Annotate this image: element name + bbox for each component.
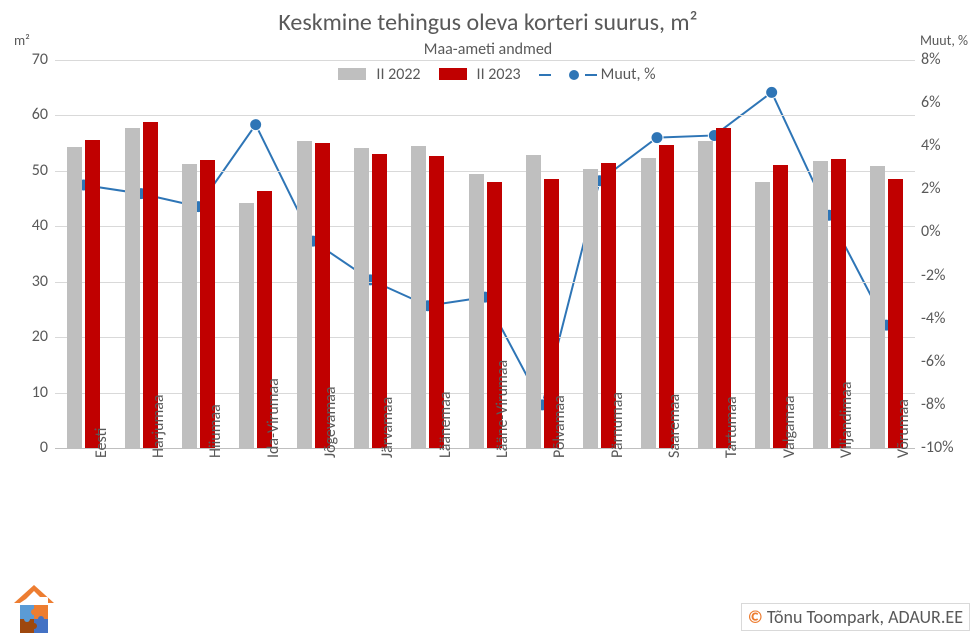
bar-II-2022 (297, 141, 312, 448)
bar-II-2022 (469, 174, 484, 448)
x-tick-label: Viljandimaa (837, 381, 856, 458)
bar-II-2022 (526, 155, 541, 448)
x-tick-label: Ida-Virumaa (264, 378, 283, 458)
y1-tick-label: 60 (8, 105, 48, 124)
bar-II-2022 (698, 141, 713, 448)
y1-tick-label: 20 (8, 327, 48, 346)
bar-II-2022 (583, 169, 598, 448)
bar-II-2022 (870, 166, 885, 448)
y1-tick-label: 30 (8, 272, 48, 291)
y2-tick-label: -4% (921, 309, 971, 328)
bar-II-2022 (125, 128, 140, 448)
y1-axis-label: m² (14, 32, 30, 49)
bar-II-2022 (641, 158, 656, 448)
attribution: © Tõnu Toompark, ADAUR.EE (741, 603, 970, 631)
y2-tick-label: 8% (921, 50, 971, 69)
x-tick-label: Tartumaa (722, 396, 741, 458)
x-tick-label: Põlvamaa (550, 395, 569, 458)
x-tick-label: Harjumaa (149, 394, 168, 458)
chart-title: Keskmine tehingus oleva korteri suurus, … (0, 8, 976, 37)
bar-II-2022 (755, 182, 770, 448)
x-tick-label: Eesti (92, 428, 111, 458)
x-tick-label: Pärnumaa (608, 392, 627, 458)
x-tick-label: Lääne-Virumaa (493, 360, 512, 458)
x-tick-label: Jõgevamaa (321, 386, 340, 458)
chart-container: Keskmine tehingus oleva korteri suurus, … (0, 0, 976, 637)
y2-tick-label: 6% (921, 93, 971, 112)
y2-tick-label: 4% (921, 136, 971, 155)
bar-II-2022 (239, 203, 254, 448)
bar-II-2023 (85, 140, 100, 448)
x-tick-label: Saaremaa (665, 394, 684, 458)
bar-II-2022 (411, 146, 426, 448)
y2-tick-label: -8% (921, 395, 971, 414)
grid-line (55, 60, 915, 61)
house-puzzle-logo-icon (6, 577, 62, 633)
x-tick-label: Läänemaa (436, 391, 455, 458)
bar-II-2022 (67, 147, 82, 448)
attribution-text: Tõnu Toompark, ADAUR.EE (767, 606, 963, 628)
y2-axis-label: Muut, % (920, 32, 968, 49)
line-series-marker (651, 132, 663, 144)
bar-II-2022 (182, 164, 197, 448)
copyright-icon: © (748, 606, 763, 628)
plot-area (55, 60, 915, 449)
x-tick-label: Hiiumaa (206, 404, 225, 458)
bar-II-2022 (813, 161, 828, 448)
y1-tick-label: 50 (8, 161, 48, 180)
y2-tick-label: -2% (921, 266, 971, 285)
y1-tick-label: 10 (8, 383, 48, 402)
grid-line (55, 115, 915, 116)
y2-tick-label: -10% (921, 438, 971, 457)
line-series-marker (250, 119, 262, 131)
y2-tick-label: -6% (921, 352, 971, 371)
y1-tick-label: 0 (8, 438, 48, 457)
bar-II-2022 (354, 148, 369, 448)
y2-tick-label: 0% (921, 222, 971, 241)
y2-tick-label: 2% (921, 179, 971, 198)
y1-tick-label: 70 (8, 50, 48, 69)
x-tick-label: Valgamaa (780, 395, 799, 458)
x-tick-label: Võrumaa (894, 399, 913, 458)
x-tick-label: Järvamaa (378, 397, 397, 458)
line-series-marker (766, 86, 778, 98)
y1-tick-label: 40 (8, 216, 48, 235)
chart-subtitle: Maa-ameti andmed (0, 40, 976, 59)
